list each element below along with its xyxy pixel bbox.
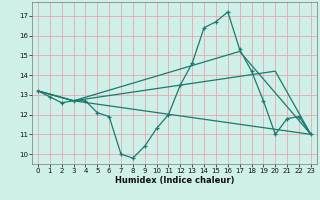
X-axis label: Humidex (Indice chaleur): Humidex (Indice chaleur) [115,176,234,185]
